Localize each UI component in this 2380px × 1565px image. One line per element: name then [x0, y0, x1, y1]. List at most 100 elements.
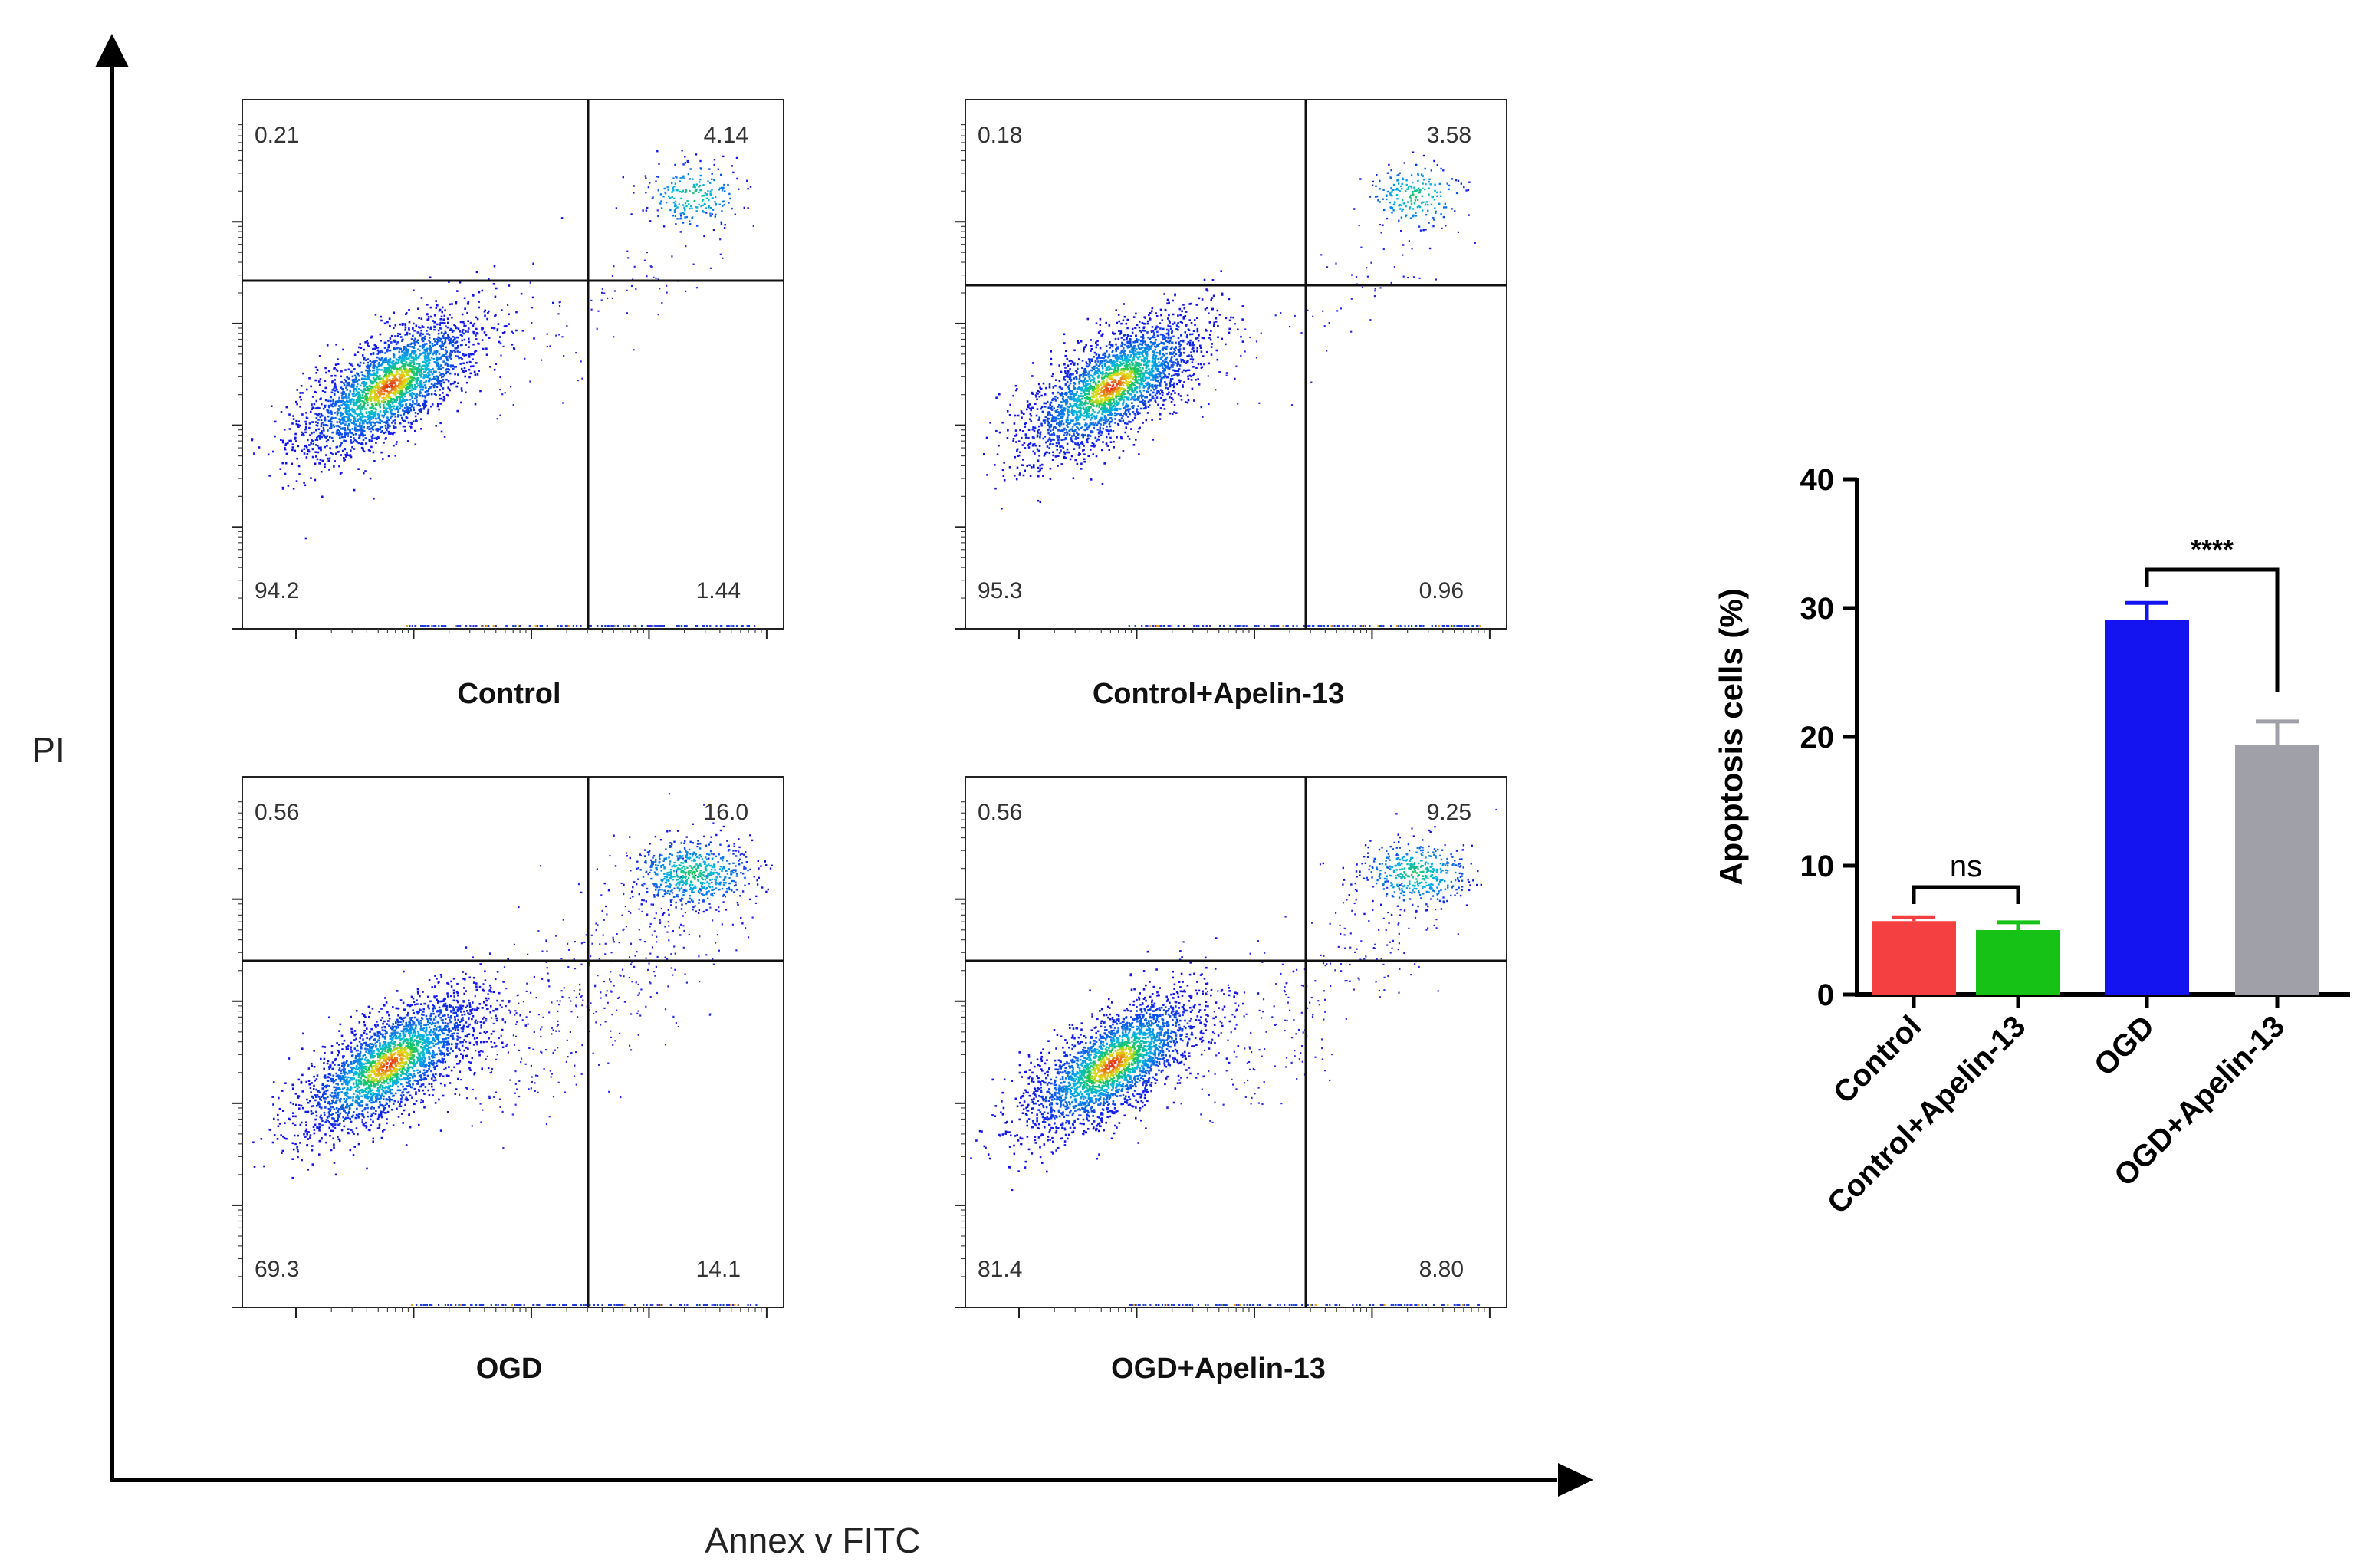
event-dot	[447, 364, 449, 367]
event-dot	[376, 356, 379, 359]
event-dot	[442, 343, 445, 345]
event-dot	[1182, 347, 1185, 350]
event-dot	[393, 405, 395, 408]
event-dot	[428, 362, 431, 364]
event-dot	[354, 393, 357, 396]
event-dot	[1028, 403, 1031, 406]
event-dot	[463, 354, 465, 357]
event-dot	[1140, 347, 1143, 350]
event-dot	[1172, 323, 1174, 325]
event-dot	[1129, 335, 1132, 337]
event-dot	[1084, 388, 1086, 390]
event-dot	[375, 403, 378, 406]
event-dot	[1176, 374, 1179, 377]
event-dot	[1132, 316, 1136, 318]
event-dot	[409, 390, 412, 393]
event-dot	[1170, 401, 1173, 403]
event-dot	[393, 426, 395, 429]
event-dot	[1130, 398, 1132, 401]
event-dot	[311, 408, 313, 411]
event-dot	[695, 206, 697, 209]
event-dot	[408, 309, 410, 311]
event-dot	[412, 420, 415, 423]
event-dot	[390, 409, 393, 411]
event-dot	[314, 451, 317, 453]
event-dot	[311, 403, 313, 406]
event-dot	[474, 350, 476, 353]
event-dot	[1122, 384, 1125, 386]
event-dot	[1072, 477, 1075, 480]
event-dot	[1129, 408, 1131, 410]
event-dot	[396, 341, 399, 344]
event-dot	[1099, 429, 1101, 432]
event-dot	[404, 327, 407, 329]
event-dot	[385, 409, 388, 411]
event-dot	[1142, 342, 1144, 345]
event-dot	[284, 446, 286, 449]
event-dot	[413, 357, 415, 360]
event-dot	[1035, 414, 1038, 417]
event-dot	[403, 419, 405, 422]
event-dot	[1136, 382, 1139, 384]
event-dot	[359, 361, 362, 364]
event-dot	[413, 342, 416, 345]
event-dot	[722, 155, 725, 158]
event-dot	[375, 429, 377, 431]
event-dot	[413, 376, 416, 380]
event-dot	[1210, 353, 1213, 356]
event-dot	[1220, 270, 1222, 272]
event-dot	[347, 424, 350, 427]
event-dot	[1090, 395, 1093, 398]
event-dot	[358, 436, 361, 439]
event-dot	[1096, 403, 1100, 405]
event-dot	[1106, 373, 1109, 375]
event-dot	[330, 399, 332, 403]
event-dot	[1050, 409, 1054, 411]
event-dot	[342, 403, 344, 405]
event-dot	[1206, 307, 1208, 309]
event-dot	[331, 417, 334, 419]
event-dot	[694, 186, 696, 189]
event-dot	[442, 360, 445, 363]
event-dot	[406, 345, 409, 347]
event-dot	[389, 349, 392, 352]
event-dot	[1083, 434, 1086, 436]
event-dot	[386, 421, 389, 424]
event-dot	[416, 413, 419, 415]
event-dot	[422, 344, 425, 347]
event-dot	[391, 388, 393, 390]
event-dot	[419, 364, 421, 367]
event-dot	[429, 352, 431, 355]
event-dot	[1155, 380, 1159, 383]
event-dot	[291, 462, 294, 465]
event-dot	[1066, 448, 1069, 451]
event-dot	[387, 455, 390, 458]
event-dot	[377, 413, 380, 416]
event-dot	[399, 368, 403, 371]
event-dot	[351, 393, 354, 395]
event-dot	[354, 429, 357, 432]
event-dot	[347, 368, 350, 371]
event-dot	[1133, 393, 1136, 396]
event-dot	[455, 327, 458, 330]
event-dot	[418, 394, 420, 396]
event-dot	[1036, 434, 1039, 436]
event-dot	[411, 377, 414, 380]
event-dot	[398, 402, 400, 405]
event-dot	[1044, 436, 1047, 438]
event-dot	[372, 347, 374, 350]
event-dot	[1101, 404, 1103, 406]
event-dot	[1114, 380, 1117, 383]
event-dot	[672, 186, 674, 189]
event-dot	[680, 197, 682, 200]
baseline-event	[423, 625, 426, 627]
event-dot	[370, 373, 372, 376]
event-dot	[413, 346, 415, 348]
event-dot	[1105, 372, 1108, 374]
event-dot	[1078, 383, 1081, 385]
event-dot	[472, 343, 475, 346]
event-dot	[344, 423, 347, 426]
event-dot	[1033, 436, 1035, 439]
event-dot	[1017, 414, 1020, 417]
event-dot	[1122, 319, 1125, 322]
